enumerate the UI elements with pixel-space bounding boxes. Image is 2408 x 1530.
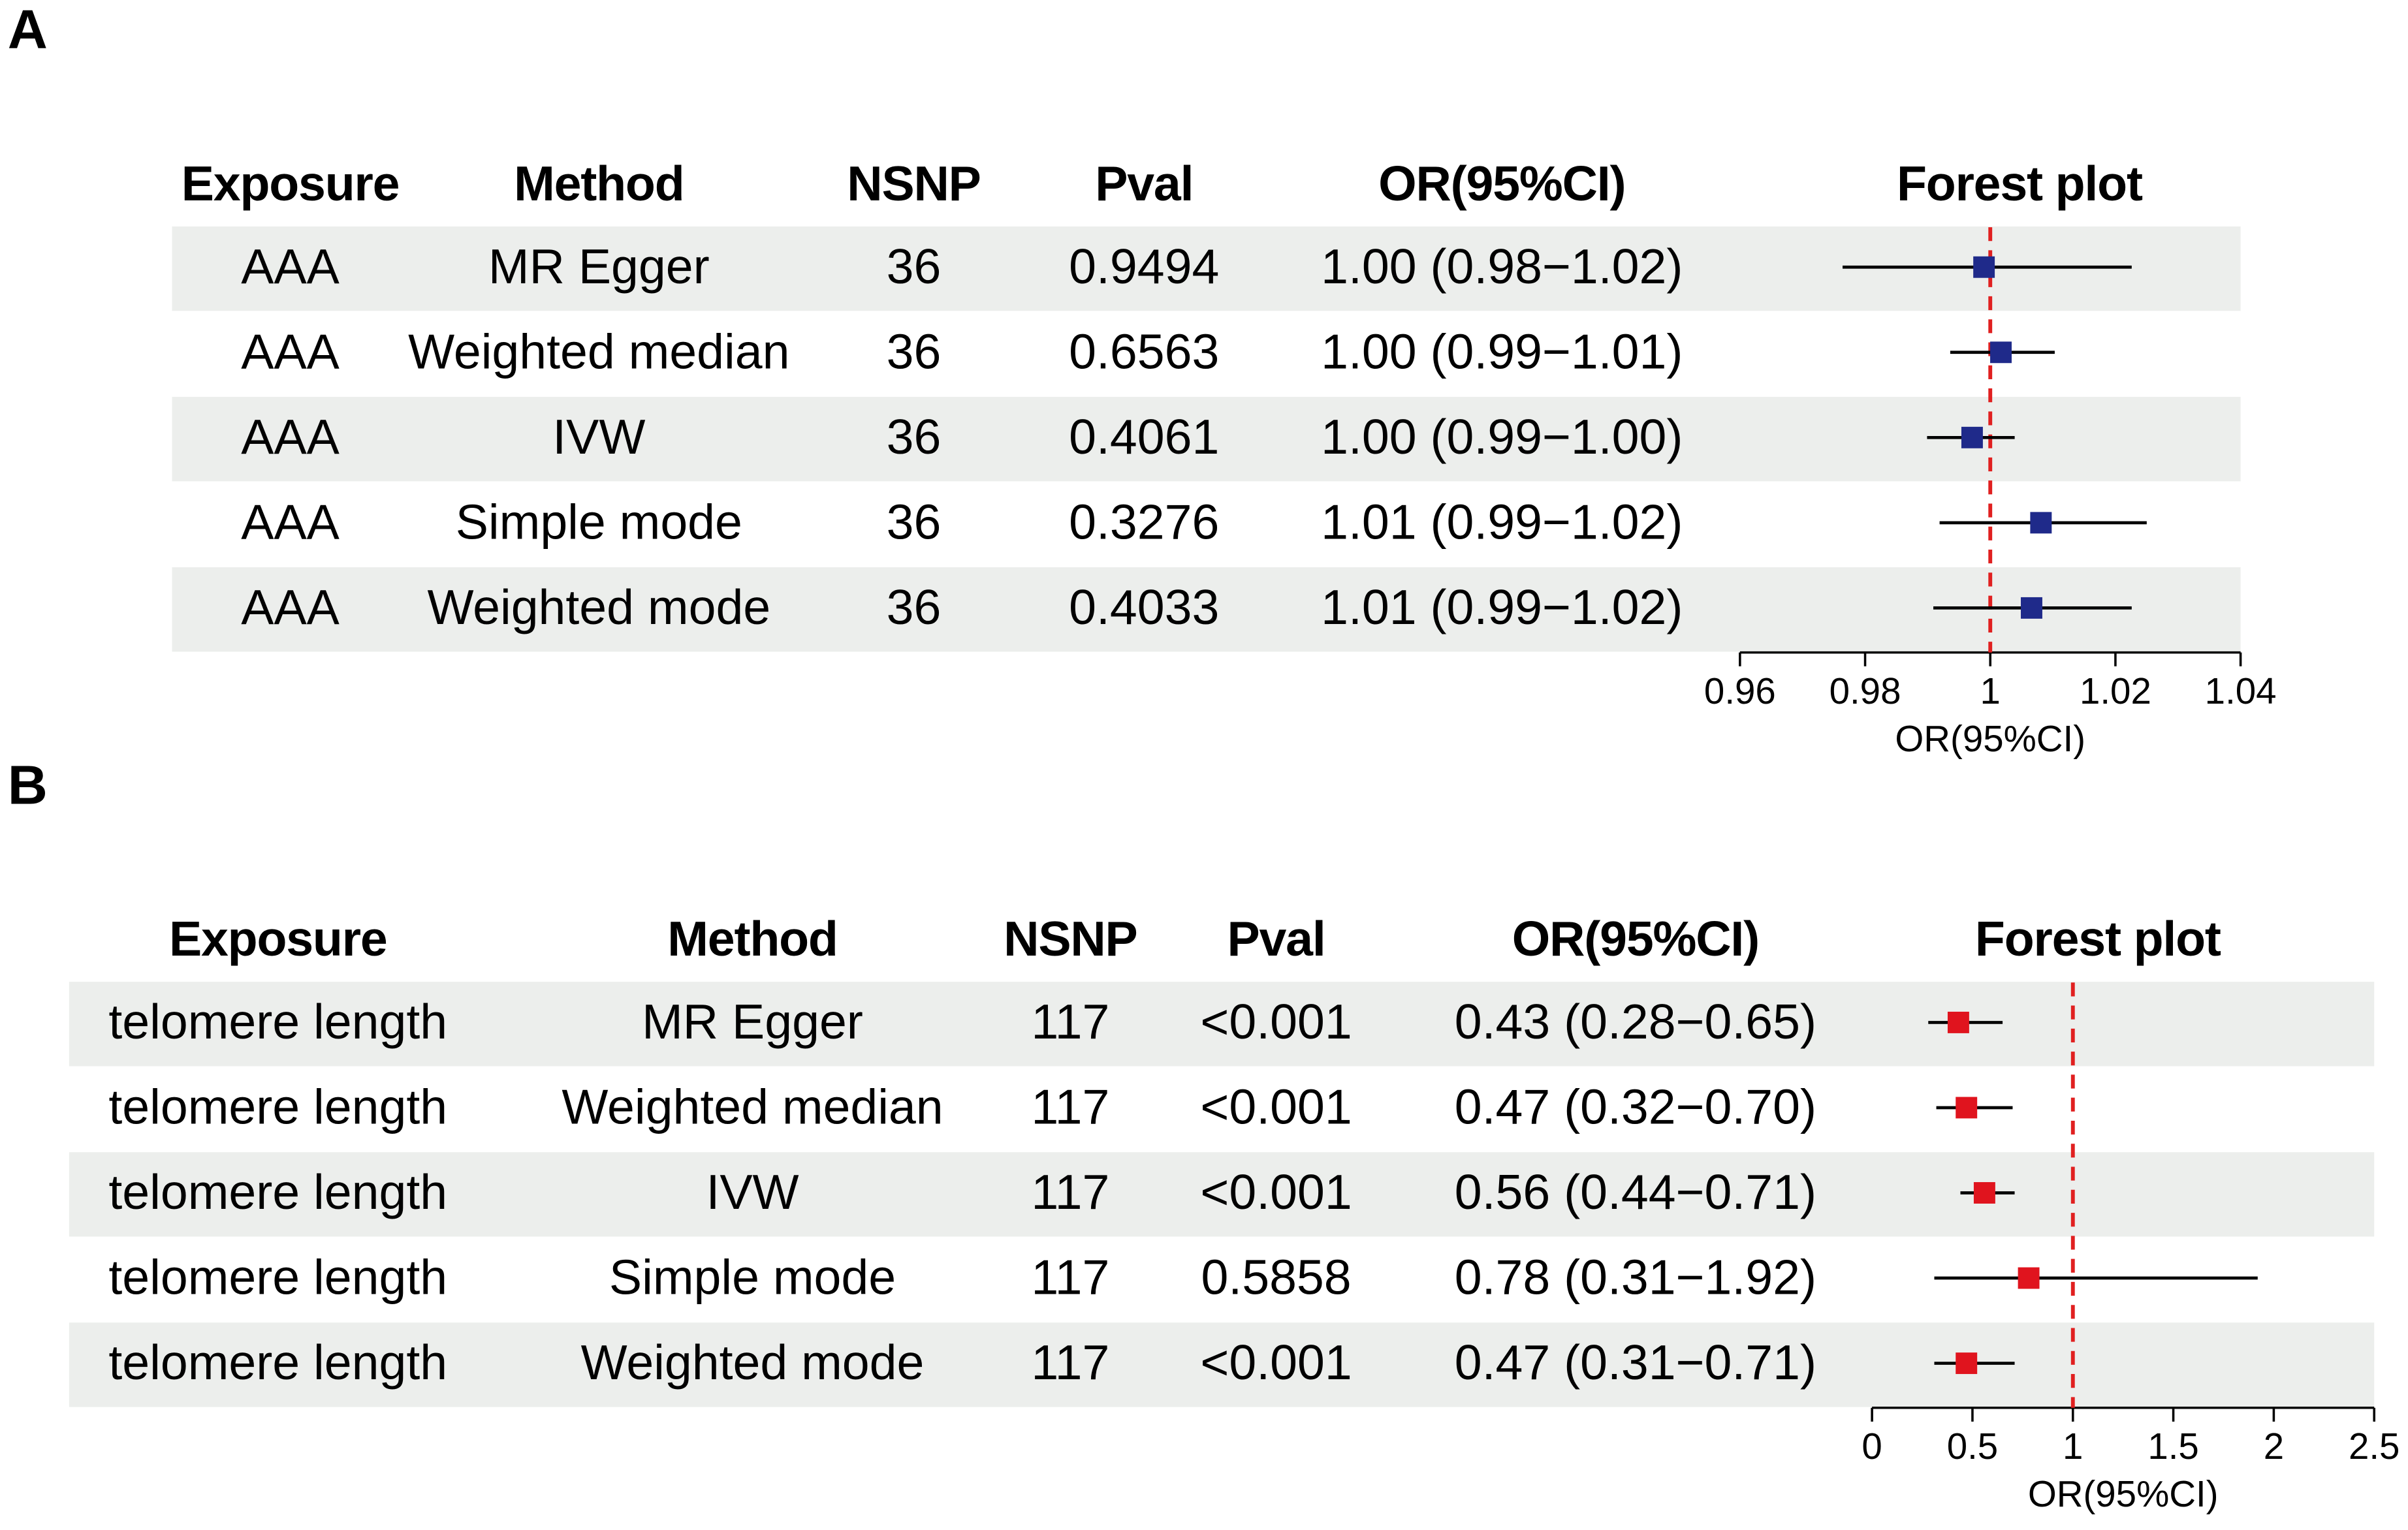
column-header: NSNP — [847, 156, 980, 211]
table-cell: AAA — [241, 494, 340, 549]
point-estimate — [2030, 512, 2052, 534]
x-tick-label: 0 — [1861, 1426, 1882, 1467]
table-cell: 0.43 (0.28−0.65) — [1455, 994, 1816, 1049]
table-cell: 0.9494 — [1069, 239, 1219, 294]
table-cell: 36 — [887, 324, 942, 379]
table-cell: AAA — [241, 580, 340, 634]
plot-title: Forest plot — [1975, 911, 2221, 966]
table-cell: 36 — [887, 580, 942, 634]
row-stripe — [69, 1322, 2375, 1407]
table-cell: 117 — [1031, 1335, 1109, 1390]
table-cell: 117 — [1031, 1250, 1109, 1305]
point-estimate — [1973, 1182, 1995, 1204]
panel-label: A — [8, 0, 48, 60]
table-cell: telomere length — [108, 1250, 447, 1305]
row-stripe — [172, 396, 2241, 482]
table-cell: AAA — [241, 239, 340, 294]
x-tick-label: 0.5 — [1947, 1426, 1998, 1467]
table-cell: 0.47 (0.31−0.71) — [1455, 1335, 1816, 1390]
x-tick-label: 1.04 — [2205, 670, 2277, 711]
x-tick-label: 2.5 — [2349, 1426, 2400, 1467]
panel-label: B — [8, 753, 48, 815]
table-cell: MR Egger — [642, 994, 863, 1049]
table-cell: 0.4033 — [1069, 580, 1219, 634]
x-tick-label: 1 — [2063, 1426, 2083, 1467]
table-cell: telomere length — [108, 1164, 447, 1219]
column-header: Pval — [1095, 156, 1193, 211]
table-cell: telomere length — [108, 994, 447, 1049]
x-tick-label: 0.96 — [1704, 670, 1776, 711]
point-estimate — [1947, 1011, 1969, 1033]
table-cell: <0.001 — [1200, 1164, 1352, 1219]
table-cell: 36 — [887, 409, 942, 464]
point-estimate — [1990, 341, 2012, 364]
point-estimate — [1973, 256, 1995, 278]
table-cell: 0.6563 — [1069, 324, 1219, 379]
table-cell: MR Egger — [488, 239, 710, 294]
column-header: Pval — [1227, 911, 1325, 966]
x-axis-label: OR(95%CI) — [2028, 1473, 2219, 1514]
column-header: Exposure — [182, 156, 400, 211]
table-cell: 0.78 (0.31−1.92) — [1455, 1250, 1816, 1305]
column-header: NSNP — [1004, 911, 1137, 966]
point-estimate — [1956, 1097, 1978, 1119]
column-header: OR(95%CI) — [1512, 911, 1759, 966]
x-tick-label: 1 — [1980, 670, 2001, 711]
table-cell: 0.47 (0.32−0.70) — [1455, 1080, 1816, 1134]
table-cell: IVW — [706, 1164, 799, 1219]
x-axis-label: OR(95%CI) — [1895, 718, 2085, 759]
table-cell: AAA — [241, 324, 340, 379]
table-cell: 0.3276 — [1069, 494, 1219, 549]
table-cell: Weighted mode — [427, 580, 770, 634]
table-cell: 1.01 (0.99−1.02) — [1321, 494, 1683, 549]
plot-title: Forest plot — [1897, 156, 2143, 211]
point-estimate — [2021, 597, 2042, 619]
table-cell: 1.00 (0.99−1.00) — [1321, 409, 1683, 464]
table-cell: IVW — [552, 409, 645, 464]
table-cell: 1.00 (0.99−1.01) — [1321, 324, 1683, 379]
table-cell: 1.00 (0.98−1.02) — [1321, 239, 1683, 294]
table-cell: 117 — [1031, 994, 1109, 1049]
x-tick-label: 2 — [2264, 1426, 2284, 1467]
table-cell: 0.4061 — [1069, 409, 1219, 464]
table-cell: 0.5858 — [1201, 1250, 1351, 1305]
table-cell: Weighted median — [562, 1080, 943, 1134]
table-cell: 117 — [1031, 1164, 1109, 1219]
table-cell: <0.001 — [1200, 994, 1352, 1049]
row-stripe — [172, 567, 2241, 652]
x-tick-label: 0.98 — [1830, 670, 1901, 711]
table-cell: Weighted median — [408, 324, 789, 379]
table-cell: Simple mode — [609, 1250, 896, 1305]
table-cell: Simple mode — [456, 494, 742, 549]
table-cell: telomere length — [108, 1080, 447, 1134]
column-header: Exposure — [169, 911, 387, 966]
table-cell: <0.001 — [1200, 1335, 1352, 1390]
table-cell: <0.001 — [1200, 1080, 1352, 1134]
table-cell: 1.01 (0.99−1.02) — [1321, 580, 1683, 634]
column-header: OR(95%CI) — [1378, 156, 1625, 211]
table-cell: Weighted mode — [581, 1335, 925, 1390]
table-cell: 117 — [1031, 1080, 1109, 1134]
x-tick-label: 1.5 — [2147, 1426, 2198, 1467]
point-estimate — [1956, 1352, 1978, 1375]
column-header: Method — [514, 156, 684, 211]
table-cell: telomere length — [108, 1335, 447, 1390]
table-cell: 36 — [887, 494, 942, 549]
x-tick-label: 1.02 — [2080, 670, 2151, 711]
column-header: Method — [667, 911, 837, 966]
point-estimate — [1961, 426, 1983, 448]
table-cell: AAA — [241, 409, 340, 464]
point-estimate — [2018, 1267, 2040, 1289]
table-cell: 36 — [887, 239, 942, 294]
table-cell: 0.56 (0.44−0.71) — [1455, 1164, 1816, 1219]
